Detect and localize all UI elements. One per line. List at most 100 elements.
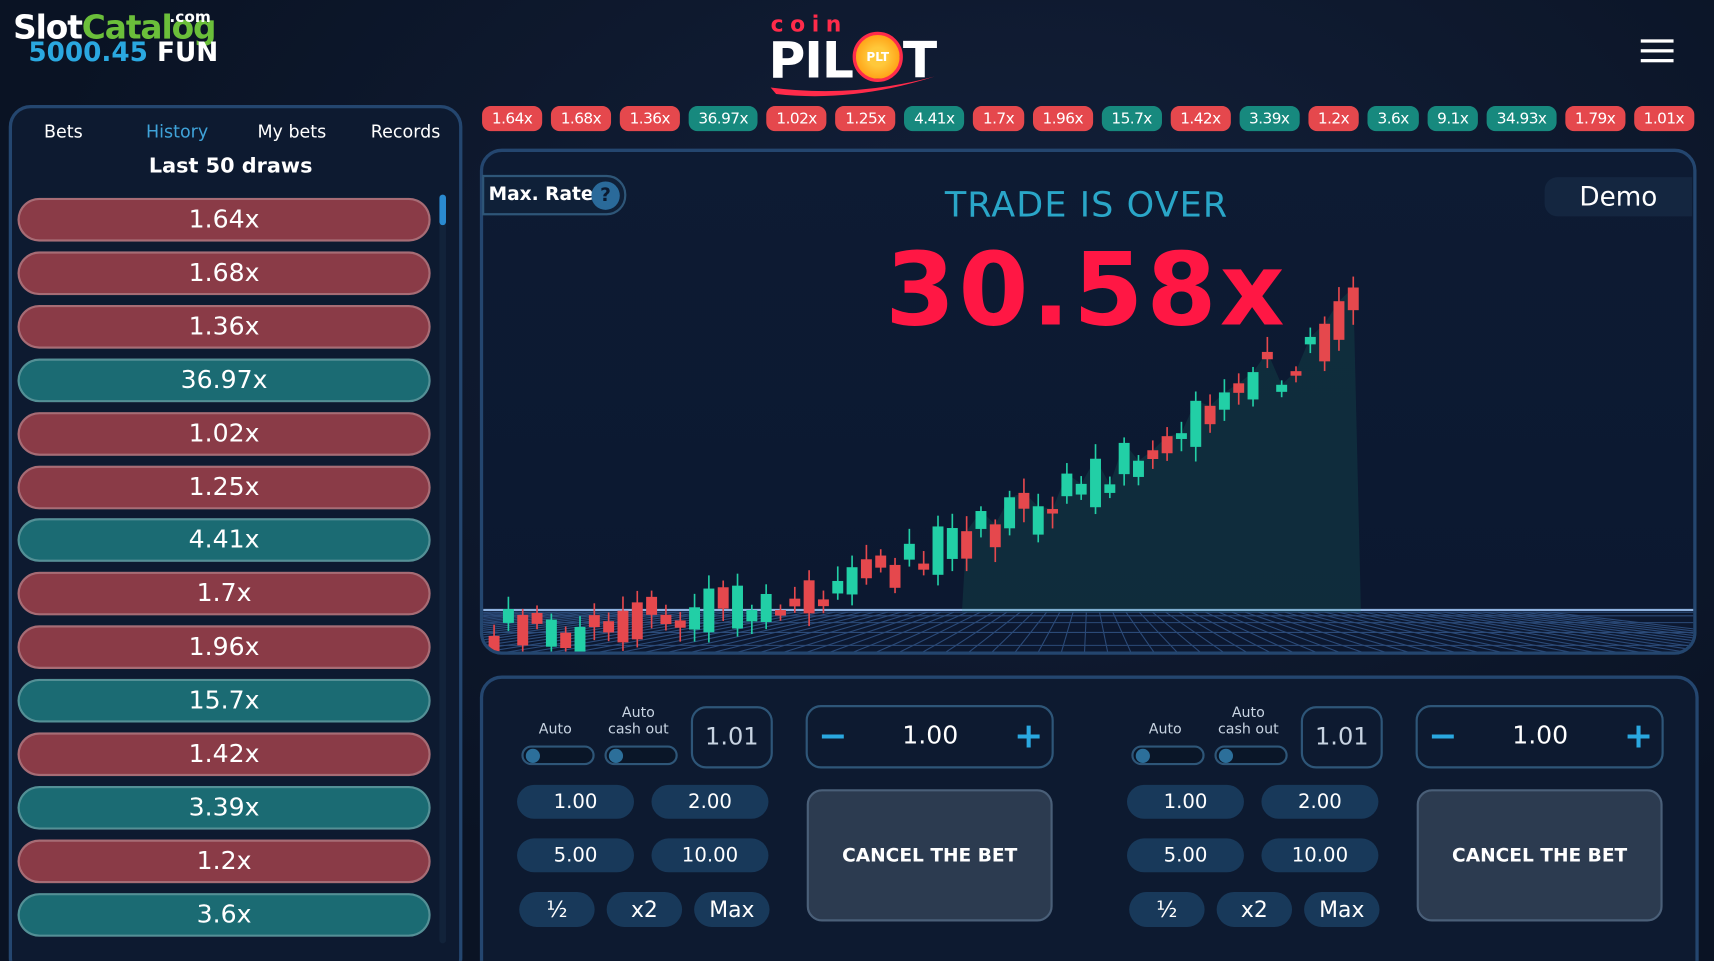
cancel-button[interactable]: CANCEL THE BET [1416,789,1663,922]
bet-modifier[interactable]: Max [694,891,770,927]
quick-amount[interactable]: 5.00 [1126,838,1244,873]
draw-pill: 1.96x [17,625,431,670]
quick-amount[interactable]: 10.00 [651,838,769,873]
floor-line [483,611,571,652]
floor-line [1099,612,1109,652]
floor-line [483,611,545,652]
floor-line [1311,611,1494,652]
quick-amount[interactable]: 10.00 [1261,838,1379,873]
quick-amount[interactable]: 2.00 [651,784,769,819]
quick-amount[interactable]: 1.00 [1126,784,1244,819]
candle-body [789,598,801,607]
candle-body [560,632,572,649]
strip-item: 1.2x [1308,106,1359,132]
draw-pill: 1.25x [17,465,431,509]
floor-line [699,611,875,652]
cashout-label: cash out [1217,721,1279,738]
floor-line [1244,611,1374,652]
floor-line [1011,611,1048,652]
draw-pill: 36.97x [17,358,431,402]
sidebar-heading: Last 50 draws [148,154,313,179]
plus-button[interactable]: + [1013,714,1044,757]
floor-line [891,611,981,652]
floor-line [819,611,942,652]
candle-body [1333,301,1345,340]
candle-body [860,559,872,579]
balance-currency: FUN [157,37,219,68]
logo-pil: PIL [768,30,853,90]
minus-button[interactable]: − [1428,714,1458,757]
candle-body [1347,287,1359,311]
floor-line [1350,611,1566,652]
cashout-toggle[interactable] [604,745,678,766]
floor-line [483,611,584,652]
floor-line [1231,611,1350,652]
candle-body [660,614,672,625]
floor-line [771,611,915,652]
floor-line [1403,611,1662,652]
floor-line [1284,611,1446,652]
strip-item: 3.6x [1367,106,1419,132]
bet-modifier[interactable]: ½ [519,891,595,927]
bet-modifier[interactable]: Max [1304,891,1380,927]
cashout-value[interactable]: 1.01 [690,706,773,769]
strip-item: 1.96x [1032,106,1093,132]
cashout-value[interactable]: 1.01 [1300,706,1383,769]
quick-amount[interactable]: 2.00 [1261,784,1379,819]
plus-button[interactable]: + [1623,714,1654,757]
strip-item: 1.7x [973,106,1024,132]
floor-line [1205,611,1302,652]
floor-line [1416,611,1686,652]
amount: 1.00 [902,721,959,750]
auto-label: Auto [538,721,572,738]
draw-pill: 1.36x [17,304,431,349]
floor-line [1218,611,1326,652]
draw-pill: 1.42x [17,732,431,777]
candle-body [1104,484,1116,493]
tab[interactable]: My bets [257,121,327,143]
floor-line [1191,611,1278,652]
candle-body [946,528,958,559]
strip-item: 1.25x [835,106,896,132]
strip-item: 1.68x [550,106,611,132]
quick-amount[interactable]: 1.00 [517,784,635,819]
candle-body [588,615,600,628]
strip-item: 9.1x [1427,106,1479,132]
strip-item: 3.39x [1239,106,1300,132]
floor-line [483,611,611,652]
candle-body [760,593,772,622]
help-button[interactable]: ? [591,181,620,210]
floor-line [651,611,849,652]
bet-modifier[interactable]: x2 [1216,891,1293,927]
cashout-toggle[interactable] [1214,745,1288,766]
candle-body [517,614,529,646]
candle-body [1047,509,1059,514]
draw-pill: 15.7x [17,678,431,723]
bet-modifier[interactable]: x2 [606,891,683,927]
floor-line [483,611,505,652]
floor-line [483,611,558,652]
bet-modifier[interactable]: ½ [1129,891,1205,927]
tab[interactable]: History [145,121,209,143]
cancel-button[interactable]: CANCEL THE BET [806,789,1053,922]
auto-toggle[interactable] [1131,745,1205,766]
candle-body [832,580,844,594]
floor-line [1138,611,1181,652]
tab[interactable]: Records [370,121,441,143]
candle-body [1018,492,1030,509]
strip-item: 4.41x [904,106,965,132]
menu-button[interactable] [1639,37,1676,65]
candle-body [531,612,543,624]
floor-line [1258,611,1398,652]
candle-body [1233,383,1245,393]
candle-body [732,585,743,629]
strip-item: 1.64x [482,106,543,132]
candle-body [689,607,701,630]
tab[interactable]: Bets [44,121,83,143]
minus-button[interactable]: − [818,714,848,757]
auto-toggle[interactable] [521,745,595,766]
floor-line [1363,611,1590,652]
quick-amount[interactable]: 5.00 [517,838,635,873]
candle-body [1147,450,1159,459]
